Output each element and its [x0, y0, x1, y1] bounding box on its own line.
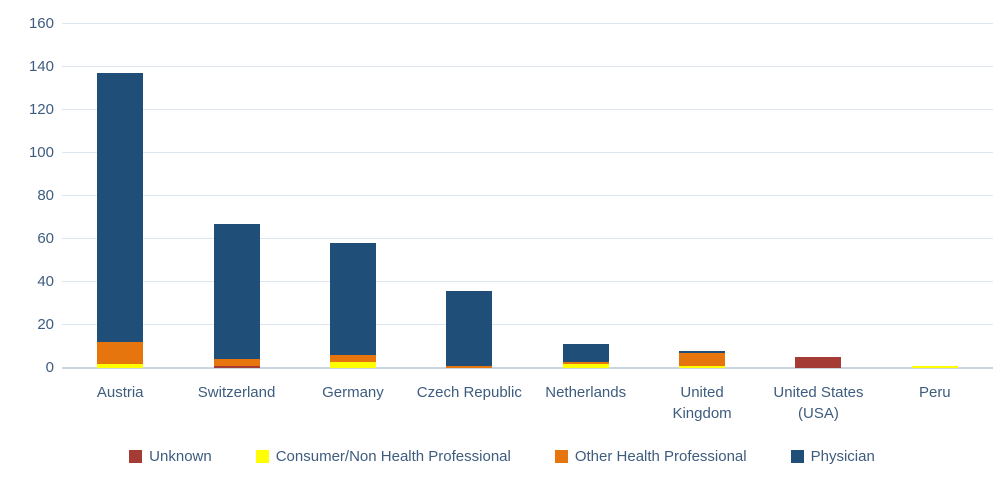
- legend-label: Other Health Professional: [574, 448, 747, 465]
- category-slot: [411, 24, 527, 368]
- y-axis-tick-label: 100: [28, 144, 54, 161]
- bar-segment: [562, 363, 609, 368]
- gridline-140: [62, 66, 993, 67]
- gridline-160: [62, 23, 993, 24]
- gridline-20: [62, 324, 993, 325]
- bar-segment: [562, 344, 609, 362]
- bar-peru: [911, 365, 958, 368]
- bar-segment: [679, 365, 726, 368]
- legend-label: Unknown: [149, 448, 212, 465]
- x-axis-category-label: Czech Republic: [416, 384, 522, 401]
- y-axis-tick-label: 0: [45, 359, 54, 376]
- bar-segment: [213, 359, 260, 366]
- bar-switzerland: [213, 223, 260, 368]
- x-axis-category-label: United Kingdom: [672, 384, 732, 422]
- x-axis-category-label: Germany: [322, 384, 384, 401]
- legend-item: Consumer/Non Health Professional: [255, 448, 511, 465]
- legend-item: Other Health Professional: [554, 448, 747, 465]
- legend-item: Unknown: [129, 448, 212, 465]
- x-axis-category-label: Switzerland: [197, 384, 276, 401]
- legend-swatch-icon: [129, 450, 143, 463]
- category-slot: [877, 24, 993, 368]
- bar-austria: [97, 73, 144, 368]
- plot-area: [62, 23, 993, 369]
- bar-segment: [97, 363, 144, 368]
- legend-swatch-icon: [554, 450, 568, 463]
- category-slot: [295, 24, 411, 368]
- bar-segment: [329, 361, 376, 368]
- category-slot: [644, 24, 760, 368]
- legend-swatch-icon: [790, 450, 804, 463]
- y-axis-tick-label: 40: [37, 273, 54, 290]
- bar-segment: [97, 342, 144, 364]
- category-slot: [528, 24, 644, 368]
- bar-segment: [446, 290, 493, 366]
- gridline-40: [62, 281, 993, 282]
- legend-swatch-icon: [255, 450, 269, 463]
- bar-united-kingdom: [679, 350, 726, 368]
- legend-item: Physician: [790, 448, 875, 465]
- gridline-120: [62, 109, 993, 110]
- gridline-60: [62, 238, 993, 239]
- bar-segment: [911, 365, 958, 368]
- x-axis-category-label: Austria: [96, 384, 144, 401]
- x-axis-category-label: United States (USA): [773, 384, 864, 422]
- y-axis-tick-label: 20: [37, 316, 54, 333]
- bar-segment: [446, 365, 493, 368]
- x-axis-category-label: Peru: [918, 384, 951, 401]
- bar-segment: [213, 223, 260, 360]
- category-slot: [178, 24, 294, 368]
- bar-germany: [329, 243, 376, 368]
- legend: Unknown Consumer/Non Health Professional O…: [0, 448, 1004, 465]
- x-axis-category-label: Netherlands: [545, 384, 627, 401]
- bar-segment: [213, 365, 260, 368]
- bar-segment: [97, 73, 144, 343]
- legend-label: Consumer/Non Health Professional: [275, 448, 511, 465]
- bar-segment: [679, 350, 726, 353]
- gridline-100: [62, 152, 993, 153]
- y-axis-tick-label: 60: [37, 230, 54, 247]
- bar-czech-republic: [446, 290, 493, 368]
- bar-segment: [562, 361, 609, 364]
- gridline-80: [62, 195, 993, 196]
- gridline-0: [62, 367, 993, 369]
- bar-segment: [679, 352, 726, 366]
- y-axis-tick-label: 80: [37, 187, 54, 204]
- category-slot: [760, 24, 876, 368]
- bar-segment: [329, 243, 376, 356]
- bar-united-states-(usa): [795, 357, 842, 368]
- bar-segment: [795, 357, 842, 368]
- bar-netherlands: [562, 344, 609, 368]
- y-axis-tick-label: 160: [28, 15, 54, 32]
- y-axis-tick-label: 120: [28, 101, 54, 118]
- bar-segment: [329, 355, 376, 362]
- y-axis-tick-label: 140: [28, 58, 54, 75]
- category-slot: [62, 24, 178, 368]
- legend-label: Physician: [810, 448, 875, 465]
